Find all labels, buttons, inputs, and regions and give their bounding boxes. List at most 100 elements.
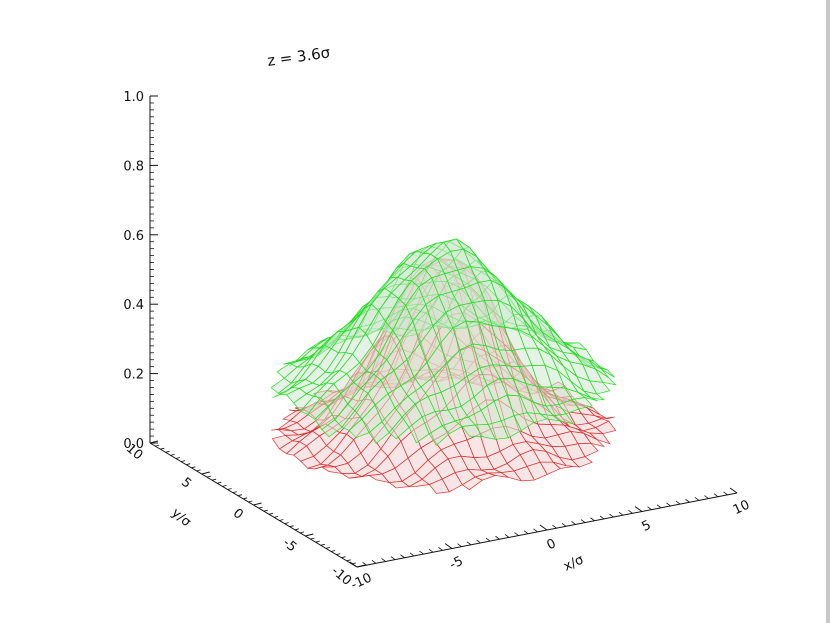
y-minor-tick	[289, 525, 294, 528]
y-minor-tick	[268, 512, 274, 515]
y-minor-tick	[310, 537, 315, 540]
x-minor-tick	[381, 558, 386, 562]
x-minor-tick	[694, 497, 700, 501]
z-tick-label: 0.4	[123, 298, 144, 313]
y-minor-tick	[155, 444, 160, 447]
y-minor-tick	[160, 447, 165, 450]
y-minor-tick	[346, 559, 351, 562]
y-minor-tick	[243, 497, 248, 500]
x-minor-tick	[571, 521, 576, 525]
x-minor-tick	[466, 541, 472, 546]
y-minor-tick	[227, 488, 232, 490]
x-minor-tick	[647, 506, 652, 510]
x-minor-tick	[609, 513, 614, 518]
surface-cell	[577, 391, 599, 402]
x-minor-tick	[419, 550, 424, 555]
x-minor-tick	[666, 502, 671, 507]
window-edge	[826, 0, 830, 623]
x-minor-tick	[685, 498, 690, 503]
y-tick-label: 0	[230, 506, 246, 523]
x-minor-tick	[457, 543, 462, 547]
x-minor-tick	[656, 504, 662, 509]
y-minor-tick	[196, 469, 201, 472]
surface-cell	[588, 432, 611, 445]
x-minor-tick	[561, 522, 567, 527]
y-minor-tick	[341, 556, 346, 559]
surface-cell	[552, 413, 575, 425]
x-tick-label: -5	[447, 554, 465, 573]
x-minor-tick	[362, 561, 367, 566]
surface-cell	[594, 415, 615, 420]
z-tick-label: 0.0	[123, 437, 144, 452]
x-minor-tick	[628, 510, 633, 514]
x-minor-tick	[580, 519, 586, 523]
surface-cell	[552, 461, 574, 469]
y-minor-tick	[331, 550, 336, 552]
y-minor-tick	[258, 506, 263, 509]
x-minor-tick	[713, 493, 719, 498]
surface-cell	[571, 456, 593, 468]
green-surface	[270, 238, 617, 446]
y-axis-label: y/σ	[168, 506, 193, 531]
x-minor-tick	[371, 559, 377, 564]
y-minor-tick	[279, 519, 284, 521]
y-minor-tick	[274, 516, 279, 518]
x-minor-tick	[390, 556, 396, 560]
y-minor-tick	[248, 500, 253, 503]
y-minor-tick	[320, 543, 325, 546]
surface-cell	[589, 380, 611, 395]
x-tick-label: -10	[349, 571, 375, 594]
y-minor-tick	[217, 481, 222, 484]
surface-cell	[577, 442, 599, 458]
y-minor-tick	[212, 478, 217, 481]
x-minor-tick	[599, 515, 605, 520]
x-minor-tick	[723, 491, 728, 496]
x-tick-label: 10	[731, 498, 752, 519]
y-minor-tick	[232, 491, 237, 493]
y-minor-tick	[284, 522, 289, 524]
y-tick-label: 5	[178, 475, 194, 492]
x-minor-tick	[495, 535, 500, 540]
x-minor-tick	[552, 524, 557, 529]
y-minor-tick	[237, 494, 243, 497]
x-minor-tick	[618, 511, 624, 516]
x-tick	[729, 487, 738, 494]
x-tick	[444, 543, 453, 549]
y-minor-tick	[299, 531, 305, 534]
x-tick	[634, 506, 643, 512]
x-tick	[539, 524, 548, 531]
y-minor-tick	[294, 528, 299, 531]
surface-cell	[595, 368, 617, 386]
z-tick-label: 0.6	[123, 229, 144, 244]
y-minor-tick	[186, 463, 191, 466]
x-minor-tick	[533, 528, 538, 533]
y-tick	[356, 564, 366, 568]
x-minor-tick	[704, 495, 709, 499]
y-minor-tick	[180, 460, 186, 462]
surface-cell	[595, 420, 617, 435]
y-minor-tick	[325, 547, 331, 549]
x-tick	[349, 561, 358, 568]
z-tick-label: 0.8	[123, 159, 144, 174]
y-minor-tick	[206, 475, 212, 478]
surface-cell	[582, 390, 606, 401]
x-axis-label: x/σ	[561, 552, 586, 574]
x-tick-label: 5	[640, 518, 654, 535]
x-minor-tick	[409, 552, 415, 557]
y-minor-tick	[175, 457, 180, 459]
x-minor-tick	[485, 537, 491, 542]
y-minor-tick	[315, 540, 320, 543]
z-tick-label: 1.0	[123, 90, 144, 105]
x-minor-tick	[675, 500, 681, 505]
surface-cell	[582, 432, 606, 448]
chart-title: z = 3.6σ	[266, 43, 332, 70]
y-tick	[305, 533, 314, 537]
y-minor-tick	[165, 450, 170, 453]
x-minor-tick	[428, 548, 434, 553]
x-minor-tick	[400, 554, 405, 559]
y-minor-tick	[170, 454, 175, 456]
y-tick-label: -5	[280, 535, 300, 555]
y-minor-tick	[191, 466, 196, 469]
y-minor-tick	[222, 485, 227, 487]
